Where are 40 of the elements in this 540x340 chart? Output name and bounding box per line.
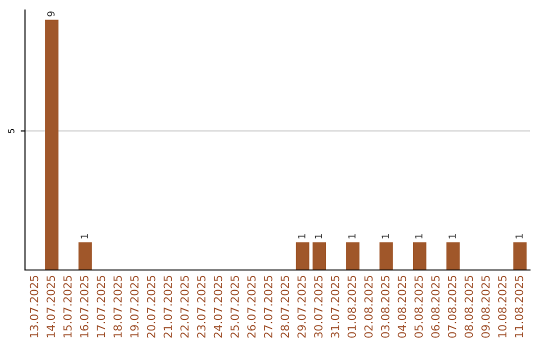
x-tick-label: 25.07.2025 <box>230 276 239 338</box>
data-label: 1 <box>516 234 523 238</box>
data-label: 1 <box>314 234 322 238</box>
x-tick-label: 21.07.2025 <box>164 276 172 338</box>
x-tick-label: 23.07.2025 <box>197 276 206 338</box>
data-label: 1 <box>415 234 422 238</box>
x-tick-label: 07.08.2025 <box>448 276 456 338</box>
data-label: 9 <box>47 11 55 16</box>
data-label: 1 <box>298 234 306 238</box>
x-tick-label: 28.07.2025 <box>280 276 290 338</box>
y-tick-label: 5 <box>8 129 14 133</box>
data-label: 1 <box>382 234 389 238</box>
x-tick-label: 29.07.2025 <box>297 276 306 338</box>
x-tick-label: 10.08.2025 <box>498 276 506 338</box>
x-tick-label: 06.08.2025 <box>431 276 440 338</box>
x-tick-label: 31.07.2025 <box>330 276 340 338</box>
x-tick-label: 18.07.2025 <box>113 276 122 338</box>
x-tick-label: 13.07.2025 <box>30 276 38 338</box>
x-tick-label: 15.07.2025 <box>63 276 72 338</box>
x-tick-label: 22.07.2025 <box>180 276 189 338</box>
x-tick-label: 14.07.2025 <box>46 276 55 338</box>
x-tick-label: 02.08.2025 <box>364 276 373 338</box>
x-tick-label: 20.07.2025 <box>146 276 156 338</box>
x-tick-label: 08.08.2025 <box>464 276 474 338</box>
x-tick-label: 17.07.2025 <box>96 276 106 338</box>
x-tick-label: 04.08.2025 <box>398 276 406 338</box>
data-label: 1 <box>348 234 356 238</box>
data-label: 1 <box>448 234 456 238</box>
x-tick-label: 16.07.2025 <box>80 276 88 338</box>
x-tick-label: 11.08.2025 <box>514 276 524 338</box>
x-tick-label: 30.07.2025 <box>314 276 323 338</box>
x-tick-label: 01.08.2025 <box>348 276 356 338</box>
x-tick-label: 05.08.2025 <box>414 276 423 338</box>
x-tick-label: 26.07.2025 <box>247 276 256 338</box>
x-tick-label: 09.08.2025 <box>481 276 490 338</box>
x-tick-label: 19.07.2025 <box>130 276 139 338</box>
x-tick-label: 03.08.2025 <box>381 276 390 338</box>
data-label: 1 <box>80 234 88 238</box>
x-tick-label: 24.07.2025 <box>214 276 222 338</box>
x-tick-label: 27.07.2025 <box>264 276 272 338</box>
